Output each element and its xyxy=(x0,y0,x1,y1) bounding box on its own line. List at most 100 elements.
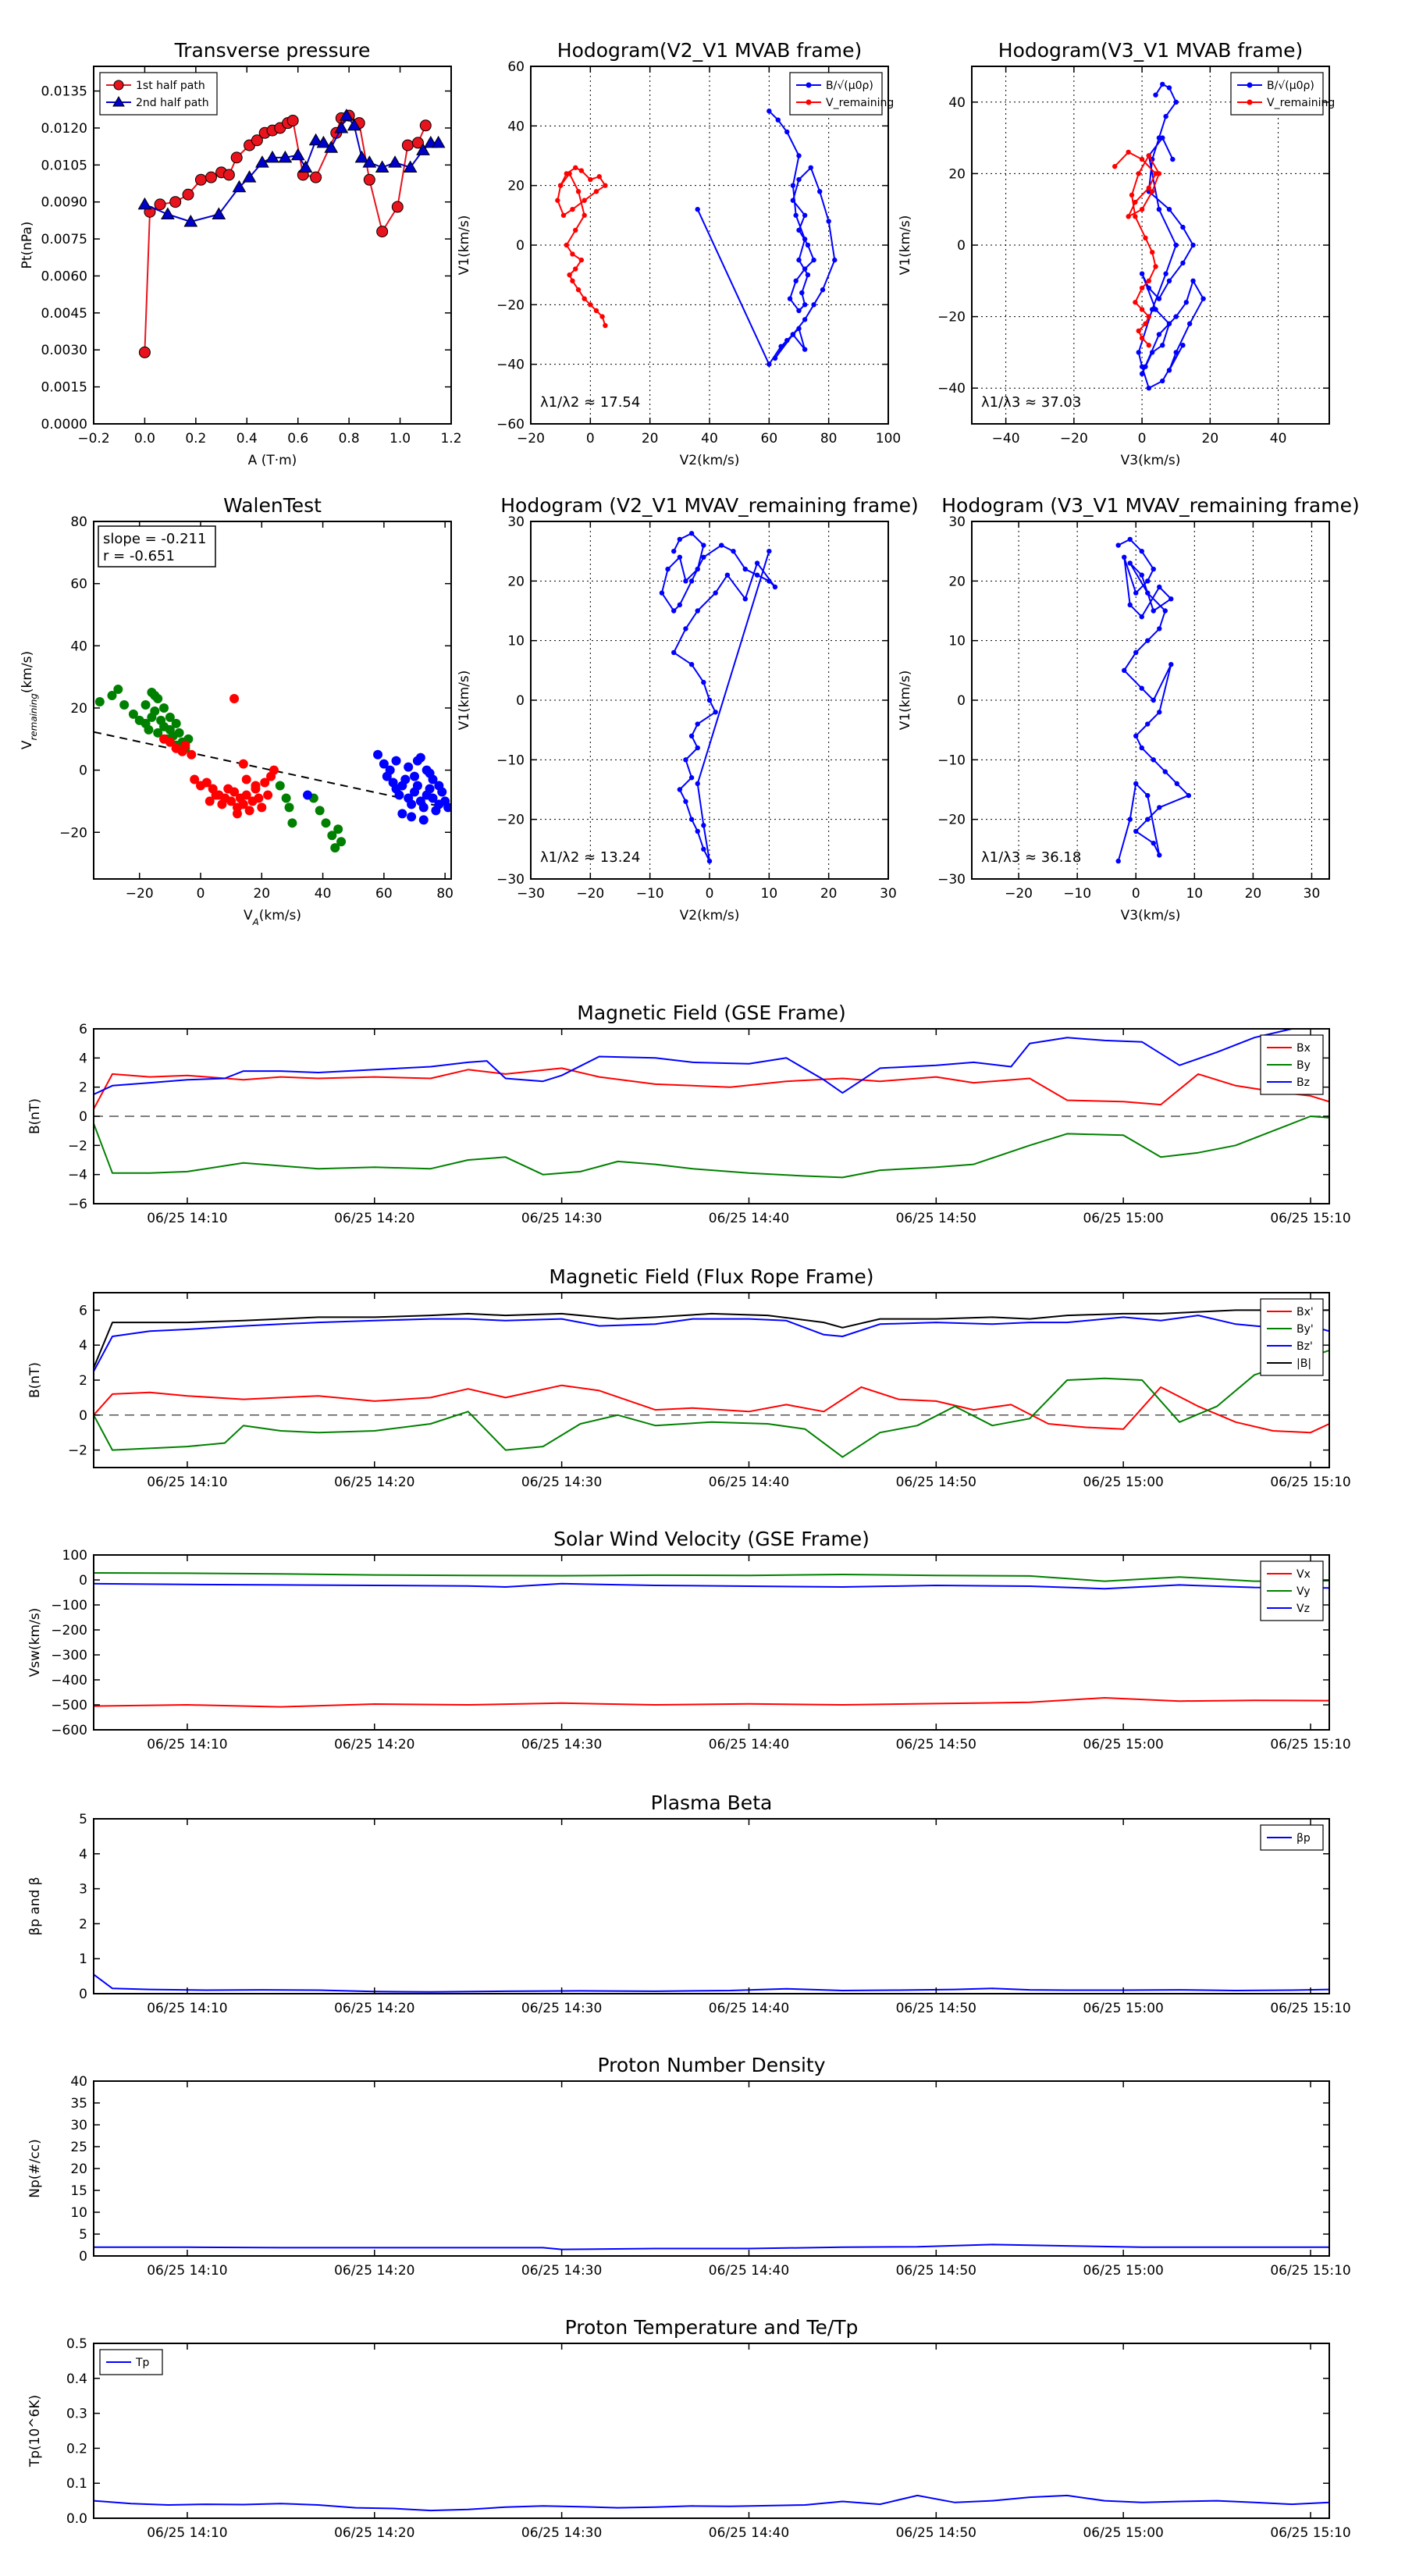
x-tick-label: 30 xyxy=(1304,886,1321,902)
x-tick-label: 20 xyxy=(642,431,659,447)
data-point xyxy=(1160,378,1165,384)
data-point xyxy=(701,543,706,548)
data-point xyxy=(1180,343,1186,348)
data-point xyxy=(128,709,138,719)
series-line xyxy=(94,2494,1329,2512)
y-tick-label: 0.5 xyxy=(66,2336,87,2352)
data-point xyxy=(1166,321,1172,326)
data-point xyxy=(767,109,772,114)
data-point xyxy=(603,322,608,329)
x-tick-label: 0.6 xyxy=(287,431,308,447)
data-point xyxy=(1200,296,1206,301)
series-line xyxy=(94,1115,1329,1179)
x-tick-label: 06/25 15:00 xyxy=(1083,1211,1163,1226)
data-point xyxy=(1151,566,1156,572)
y-tick-label: 0.3 xyxy=(66,2407,87,2422)
fit-stats-line: slope = -0.211 xyxy=(103,531,206,547)
y-tick-label: 2 xyxy=(79,1373,87,1389)
data-point xyxy=(321,818,331,828)
y-tick-label: −300 xyxy=(51,1648,87,1663)
data-point xyxy=(683,799,688,804)
y-tick-label: 10 xyxy=(507,634,525,649)
y-tick-label: 0 xyxy=(79,763,87,779)
y-axis-label: V1(km/s) xyxy=(898,215,913,276)
legend: Bx' By' Bz' |B| xyxy=(1260,1298,1324,1376)
legend: Tp xyxy=(99,2349,163,2375)
y-tick-label: 10 xyxy=(948,634,966,649)
x-tick-label: 1.2 xyxy=(440,431,461,447)
y-tick-label: 0.0000 xyxy=(41,417,87,432)
data-point xyxy=(138,346,151,358)
data-point xyxy=(180,740,190,750)
data-point xyxy=(1173,314,1179,319)
series-Vz xyxy=(94,1582,1329,1590)
x-tick-label: 06/25 14:30 xyxy=(521,2001,602,2016)
data-point xyxy=(1146,314,1152,319)
data-point xyxy=(1139,745,1144,751)
data-point xyxy=(1156,332,1162,337)
series-By' xyxy=(94,1349,1329,1458)
data-point xyxy=(286,114,299,126)
data-point xyxy=(588,176,593,183)
data-point xyxy=(1166,278,1172,283)
x-tick-label: 40 xyxy=(701,431,718,447)
y-tick-label: −2 xyxy=(68,1138,87,1154)
x-tick-label: 06/25 14:10 xyxy=(147,2263,227,2279)
y-tick-label: −20 xyxy=(937,813,966,828)
series-line xyxy=(1137,83,1204,390)
data-point xyxy=(394,790,404,800)
chart-title: Magnetic Field (Flux Rope Frame) xyxy=(549,1265,873,1288)
data-point xyxy=(150,706,160,716)
legend: 1st half path 2nd half path xyxy=(99,72,218,116)
data-point xyxy=(212,207,226,220)
data-point xyxy=(593,189,599,194)
y-tick-label: −200 xyxy=(51,1623,87,1638)
data-point xyxy=(832,257,838,263)
data-point xyxy=(665,566,670,572)
x-tick-label: 06/25 14:20 xyxy=(334,2525,414,2541)
x-tick-label: 06/25 14:10 xyxy=(147,1737,227,1752)
y-tick-label: 0 xyxy=(957,238,966,254)
series-line xyxy=(94,1315,1329,1372)
legend-label: Vz xyxy=(1297,1603,1310,1615)
y-tick-label: 30 xyxy=(948,514,966,530)
series-Bz' xyxy=(94,1315,1329,1372)
y-tick-label: −2 xyxy=(68,1443,87,1459)
data-point xyxy=(1160,81,1165,87)
data-point xyxy=(404,762,414,772)
y-tick-label: −20 xyxy=(496,297,525,313)
data-point xyxy=(211,790,221,800)
data-point xyxy=(1139,285,1145,291)
data-point xyxy=(805,272,811,278)
data-point xyxy=(1156,296,1162,301)
x-tick-label: −40 xyxy=(992,431,1020,447)
y-tick-label: 0.0090 xyxy=(41,195,87,211)
data-point xyxy=(1160,343,1165,348)
series-Bz xyxy=(94,1029,1329,1095)
data-point xyxy=(1157,805,1162,810)
y-tick-label: 4 xyxy=(79,1338,87,1354)
data-point xyxy=(1145,817,1151,822)
data-point xyxy=(1186,321,1193,326)
data-point xyxy=(1145,638,1151,643)
y-tick-label: 0 xyxy=(957,693,966,709)
x-tick-label: 100 xyxy=(876,431,901,447)
legend-label: Bz xyxy=(1297,1076,1310,1089)
y-tick-label: −30 xyxy=(496,872,525,888)
y-tick-label: 0.2 xyxy=(66,2441,87,2457)
y-tick-label: 1 xyxy=(79,1952,87,1967)
y-tick-label: 4 xyxy=(79,1051,87,1066)
legend: Vx Vy Vz xyxy=(1260,1560,1324,1621)
x-tick-label: 10 xyxy=(1186,886,1203,902)
data-point xyxy=(570,207,575,212)
data-point xyxy=(677,602,683,608)
data-point xyxy=(573,227,578,233)
data-point xyxy=(802,302,808,308)
data-point xyxy=(425,768,435,778)
data-point xyxy=(333,824,343,834)
data-point xyxy=(1139,685,1144,691)
series-line xyxy=(1117,538,1190,862)
data-point xyxy=(232,180,247,193)
data-point xyxy=(688,775,695,781)
y-tick-label: −100 xyxy=(51,1598,87,1614)
